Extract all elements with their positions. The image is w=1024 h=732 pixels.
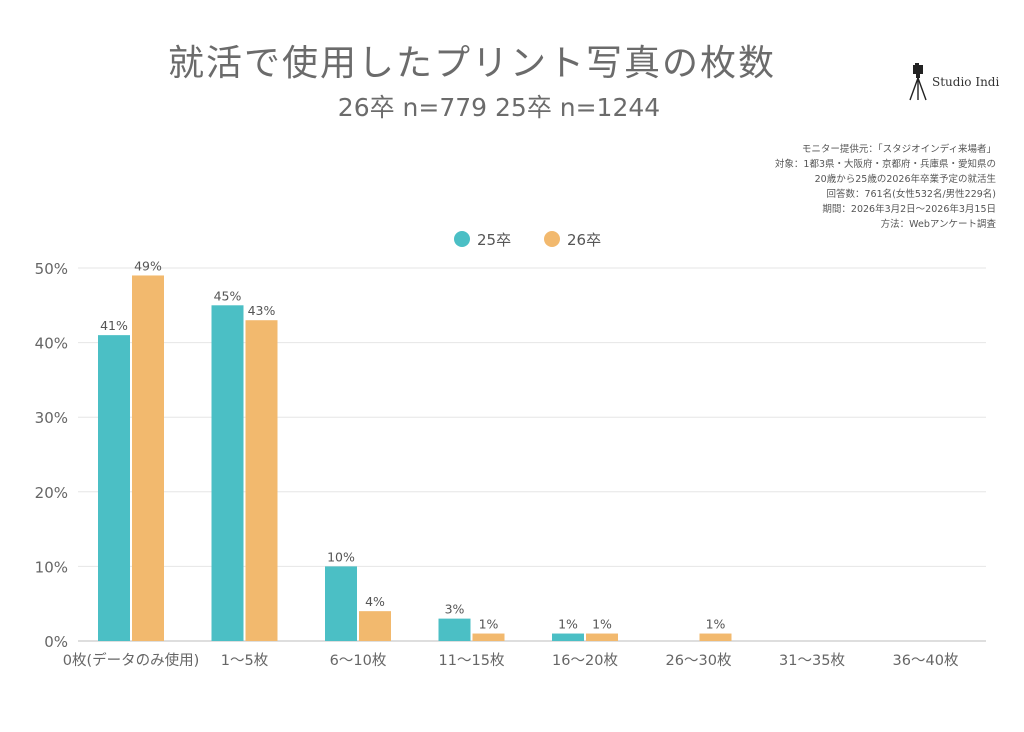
y-tick-label: 40% — [35, 335, 68, 353]
y-tick-label: 10% — [35, 558, 68, 576]
x-tick-label: 26〜30枚 — [666, 652, 732, 669]
y-tick-label: 20% — [35, 484, 68, 502]
x-tick-label: 16〜20枚 — [552, 652, 618, 669]
data-label: 41% — [100, 318, 128, 333]
x-tick-label: 6〜10枚 — [330, 652, 387, 669]
note-line: 回答数：761名(女性532名/男性229名) — [826, 189, 996, 200]
chart-title: 就活で使用したプリント写真の枚数 — [167, 43, 776, 84]
data-label: 49% — [134, 258, 162, 273]
x-tick-label: 11〜15枚 — [439, 652, 505, 669]
bar — [438, 618, 471, 641]
data-label: 10% — [327, 549, 355, 564]
legend-label: 26卒 — [567, 231, 601, 249]
note-line: 対象：1都3県・大阪府・京都府・兵庫県・愛知県の — [774, 159, 996, 170]
data-label: 43% — [248, 303, 276, 318]
note-line: 20歳から25歳の2026年卒業予定の就活生 — [814, 174, 996, 185]
legend-marker — [454, 231, 470, 247]
y-tick-label: 30% — [35, 409, 68, 427]
data-label: 4% — [365, 594, 385, 609]
bar — [359, 611, 391, 641]
bar — [472, 633, 505, 641]
x-tick-label: 31〜35枚 — [779, 652, 845, 669]
x-tick-label: 1〜5枚 — [221, 652, 269, 669]
data-label: 1% — [592, 617, 612, 632]
bar — [699, 633, 732, 641]
data-label: 45% — [214, 288, 242, 303]
chart-subtitle: 26卒 n=779 25卒 n=1244 — [337, 93, 661, 122]
data-label: 1% — [479, 617, 499, 632]
logo-text: Studio Indi — [932, 75, 1000, 89]
bar — [325, 566, 357, 641]
legend-label: 25卒 — [477, 231, 511, 249]
bar — [245, 320, 278, 641]
x-tick-label: 36〜40枚 — [893, 652, 959, 669]
bar — [98, 335, 130, 641]
studio-logo: Studio Indi — [908, 62, 1008, 102]
x-tick-label: 0枚(データのみ使用) — [63, 651, 200, 669]
data-label: 1% — [706, 617, 726, 632]
survey-notes: モニター提供元：「スタジオインディ来場者」 対象：1都3県・大阪府・京都府・兵庫… — [676, 142, 996, 232]
note-line: 期間：2026年3月2日〜2026年3月15日 — [822, 204, 996, 215]
data-label: 3% — [445, 602, 465, 617]
camera-tripod-icon — [909, 63, 927, 101]
bar — [586, 633, 618, 641]
bar — [552, 633, 584, 641]
y-tick-label: 50% — [35, 260, 68, 278]
note-line: 方法：Webアンケート調査 — [880, 219, 996, 230]
data-label: 1% — [558, 617, 578, 632]
note-line: モニター提供元：「スタジオインディ来場者」 — [801, 144, 996, 155]
bar — [211, 305, 244, 641]
bar — [132, 275, 164, 641]
y-tick-label: 0% — [44, 633, 68, 651]
legend-marker — [544, 231, 560, 247]
